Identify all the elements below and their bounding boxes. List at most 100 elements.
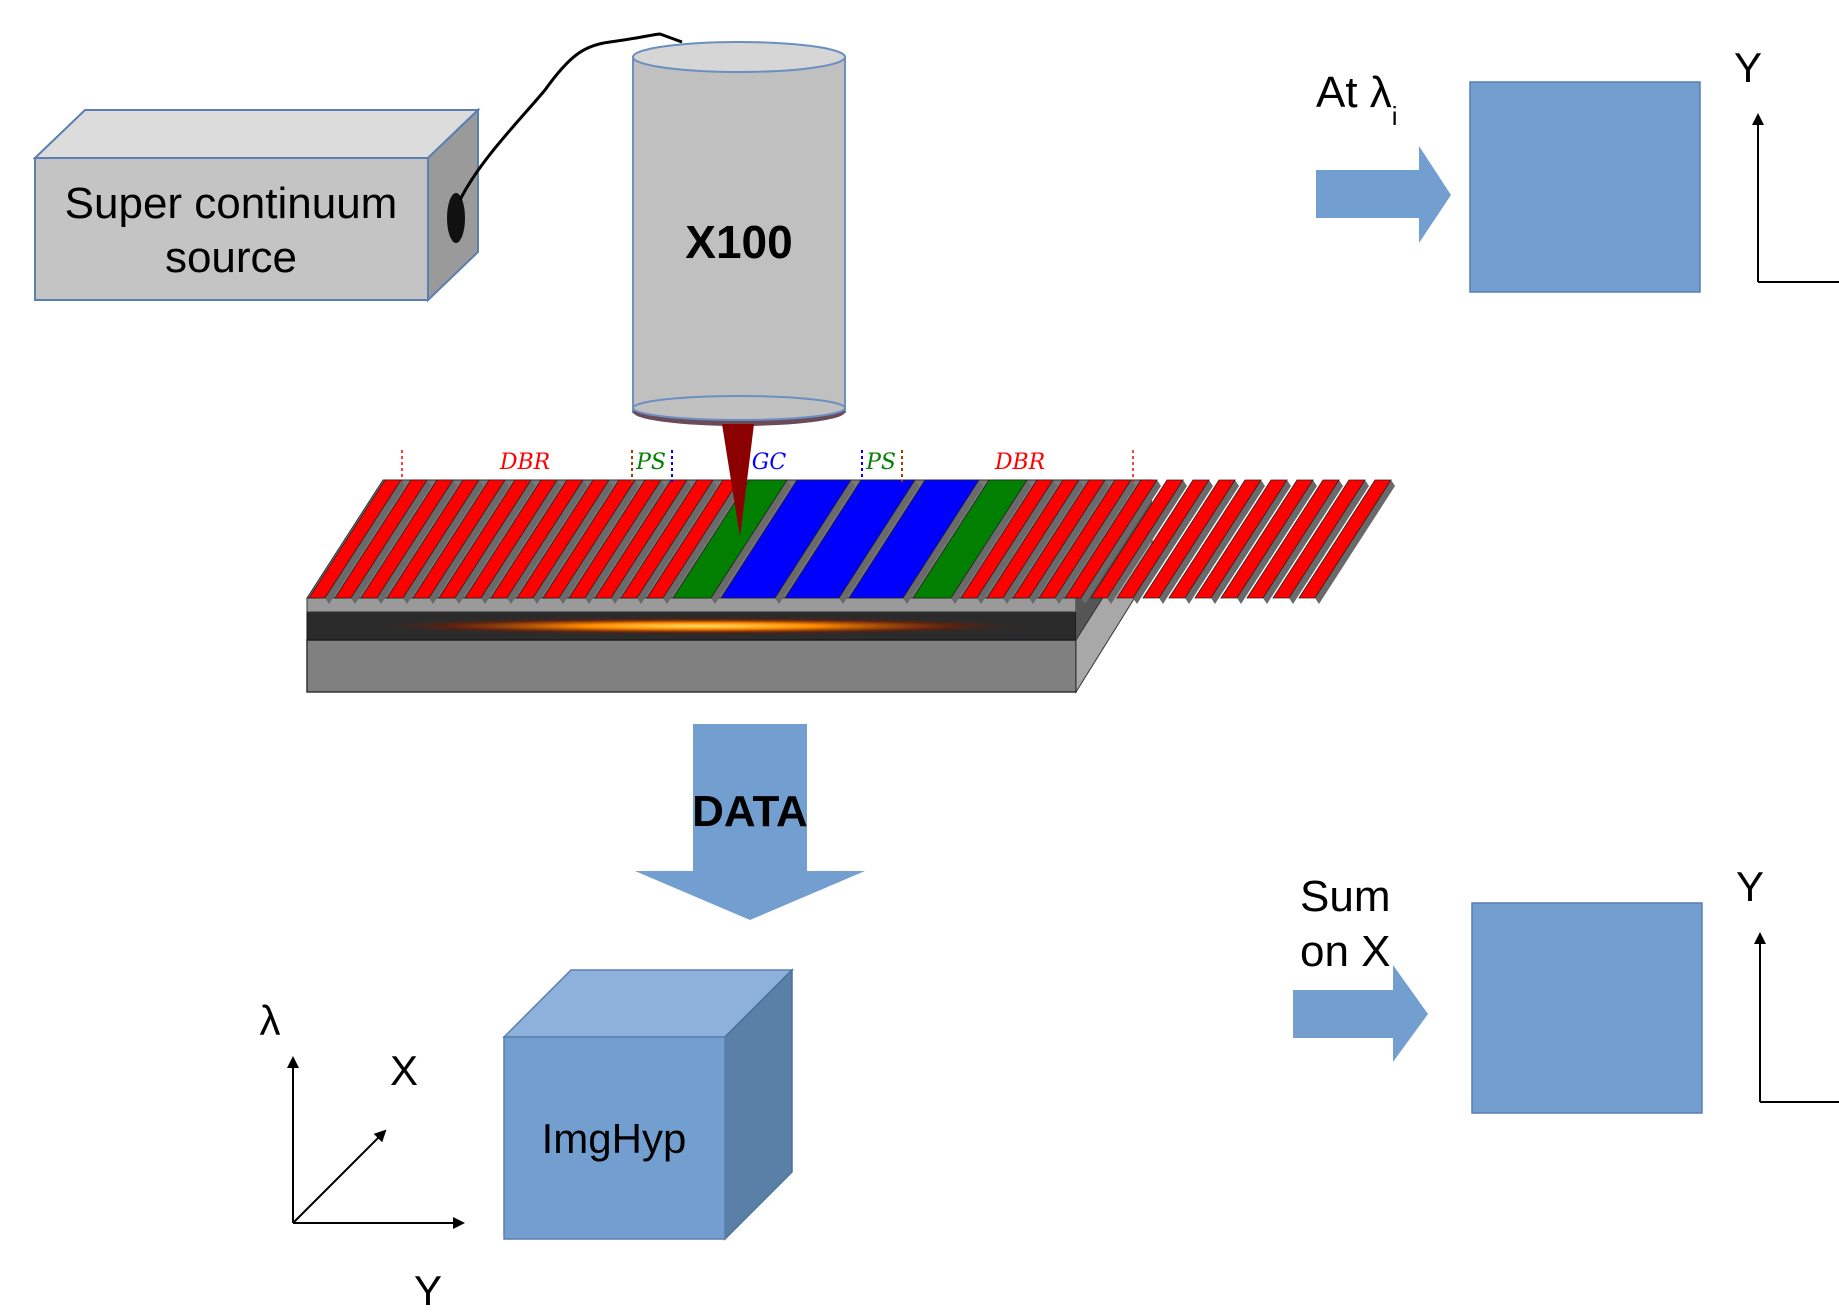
grating-stripe-side [1055, 480, 1135, 604]
panel-at-lambda: At λi Y [1316, 44, 1839, 293]
grating-stripe-side [1211, 480, 1291, 604]
grating-stripe-side [1081, 480, 1161, 604]
grating-stripe-side [559, 480, 639, 604]
grating-stripe-side [351, 480, 431, 604]
data-label: DATA [692, 787, 808, 836]
grating-stripe-side [377, 480, 457, 604]
bottom-axis-y-label: Y [1736, 863, 1764, 910]
grating-stripe-side [1237, 480, 1317, 604]
grating-stripe-dbr [594, 479, 688, 599]
grating-stripe-side [533, 480, 613, 604]
supercontinuum-source: Super continuum source [32, 107, 481, 303]
output-port-icon [447, 193, 465, 243]
grating-stripe-dbr [1272, 479, 1366, 599]
guided-mode-glow [360, 617, 1040, 635]
at-lambda-arrow [1316, 146, 1451, 243]
grating-stripe-dbr [986, 479, 1080, 599]
top-axis-y-label: Y [1734, 44, 1762, 91]
grating-stripe-side [1289, 480, 1369, 604]
grating-stripe-side [663, 480, 743, 604]
grating-stripe-side [637, 480, 717, 604]
grating-stripe-gc [848, 479, 980, 599]
grating-stripe-dbr [1090, 479, 1184, 599]
grating-stripe-side [775, 480, 855, 604]
axis-y-label: Y [414, 1267, 442, 1313]
panel-sum-on-x: Sum on X Y [1293, 863, 1839, 1114]
grating-stripe-dbr [1116, 479, 1210, 599]
axis-lambda-label: λ [260, 997, 281, 1044]
hyperspectral-cube: ImgHyp [502, 968, 794, 1241]
cube-label: ImgHyp [542, 1115, 687, 1162]
sum-label-line1: Sum [1300, 872, 1390, 921]
grating-stripe-side [1263, 480, 1343, 604]
grating-stripe-ps [672, 479, 788, 599]
cube-axes: λ X Y [260, 997, 465, 1313]
source-label-line1: Super continuum [65, 179, 398, 228]
axis-x-label: X [390, 1047, 418, 1094]
grating-stripe-side [507, 480, 587, 604]
grating-stripe-dbr [1064, 479, 1158, 599]
photonic-sample: DBR PS GC PS DBR [306, 450, 1395, 694]
grating-stripe-side [585, 480, 665, 604]
sum-label-line2: on X [1300, 927, 1391, 976]
grating-stripe-dbr [490, 479, 584, 599]
grating-stripe-side [429, 480, 509, 604]
grating-stripe-side [903, 480, 983, 604]
source-label-line2: source [165, 233, 297, 282]
grating-stripe-side [1133, 480, 1213, 604]
grating-stripe-side [1185, 480, 1265, 604]
grating-stripe-dbr [334, 479, 428, 599]
at-lambda-label: At λi [1316, 68, 1398, 131]
grating-stripe-dbr [464, 479, 558, 599]
grating-stripe-side [611, 480, 691, 604]
grating-stripe-dbr [360, 479, 454, 599]
grating-stripe-dbr [1038, 479, 1132, 599]
dbr-right-label: DBR [994, 450, 1045, 475]
grating-stripe-dbr [1220, 479, 1314, 599]
grating-stripe-side [1315, 480, 1395, 604]
focused-beam [722, 424, 754, 537]
grating-stripe-dbr [1194, 479, 1288, 599]
grating-stripe-side [951, 480, 1031, 604]
grating-stripe-dbr [438, 479, 532, 599]
grating-stripe-gc [784, 479, 916, 599]
grating-stripe-dbr [308, 479, 402, 599]
grating-stripe-ps [912, 479, 1028, 599]
grating-stripe-dbr [620, 479, 714, 599]
grating-stripe-dbr [516, 479, 610, 599]
grating-stripe-dbr [568, 479, 662, 599]
gc-label: GC [752, 450, 787, 475]
grating-stripe-dbr [960, 479, 1054, 599]
grating-stripe-dbr [1298, 479, 1392, 599]
grating-stripe-side [403, 480, 483, 604]
objective-label: X100 [685, 216, 792, 268]
ps-left-label: PS [635, 450, 666, 475]
fiber-cable [458, 32, 683, 201]
grating-stripe-dbr [386, 479, 480, 599]
spectral-slice-image [1469, 81, 1701, 293]
grating-stripe-side [711, 480, 791, 604]
microscope-objective: X100 [632, 41, 846, 426]
grating-stripe-dbr [1142, 479, 1236, 599]
data-arrow: DATA [635, 724, 865, 920]
grating-stripe-side [481, 480, 561, 604]
grating-stripe-gc [720, 479, 852, 599]
grating-stripe-side [1003, 480, 1083, 604]
summed-image [1471, 902, 1703, 1114]
grating-stripe-side [977, 480, 1057, 604]
grating-stripes [308, 479, 1395, 604]
grating-stripe-dbr [1012, 479, 1106, 599]
dbr-left-label: DBR [499, 450, 550, 475]
ps-right-label: PS [865, 450, 896, 475]
grating-stripe-side [1107, 480, 1187, 604]
grating-stripe-side [839, 480, 919, 604]
grating-stripe-dbr [542, 479, 636, 599]
grating-stripe-dbr [412, 479, 506, 599]
grating-stripe-side [455, 480, 535, 604]
grating-stripe-side [1029, 480, 1109, 604]
grating-stripe-side [325, 480, 405, 604]
sum-arrow [1293, 965, 1428, 1062]
grating-stripe-side [1159, 480, 1239, 604]
grating-stripe-dbr [1246, 479, 1340, 599]
